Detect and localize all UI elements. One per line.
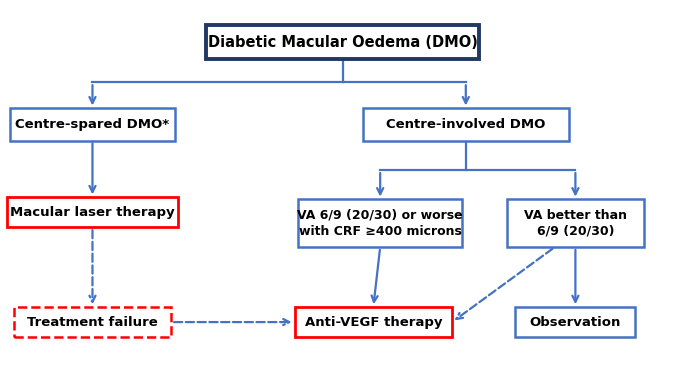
FancyBboxPatch shape	[298, 199, 462, 247]
Text: Diabetic Macular Oedema (DMO): Diabetic Macular Oedema (DMO)	[208, 35, 477, 49]
FancyBboxPatch shape	[515, 307, 635, 337]
Text: Treatment failure: Treatment failure	[27, 315, 158, 329]
FancyBboxPatch shape	[507, 199, 644, 247]
FancyBboxPatch shape	[10, 108, 175, 141]
Text: Anti-VEGF therapy: Anti-VEGF therapy	[305, 315, 442, 329]
Text: Macular laser therapy: Macular laser therapy	[10, 206, 175, 219]
Text: Observation: Observation	[530, 315, 621, 329]
FancyBboxPatch shape	[206, 25, 480, 59]
Text: Centre-spared DMO*: Centre-spared DMO*	[16, 118, 170, 131]
Text: VA 6/9 (20/30) or worse
with CRF ≥400 microns: VA 6/9 (20/30) or worse with CRF ≥400 mi…	[297, 209, 463, 238]
FancyBboxPatch shape	[295, 307, 452, 337]
FancyBboxPatch shape	[7, 197, 178, 227]
Text: VA better than
6/9 (20/30): VA better than 6/9 (20/30)	[524, 209, 627, 238]
FancyBboxPatch shape	[363, 108, 569, 141]
Text: Centre-involved DMO: Centre-involved DMO	[386, 118, 545, 131]
FancyBboxPatch shape	[14, 307, 171, 337]
